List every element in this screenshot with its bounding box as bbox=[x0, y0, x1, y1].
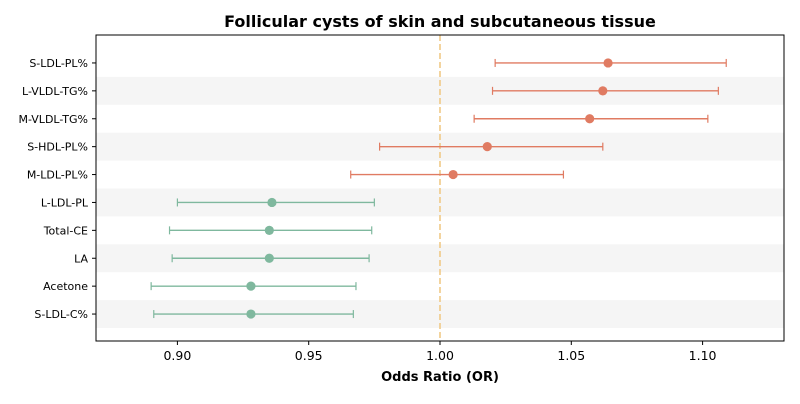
or-point bbox=[264, 253, 274, 263]
y-tick-label: Total-CE bbox=[43, 224, 88, 237]
x-tick-label: 1.05 bbox=[557, 348, 585, 363]
x-tick-label: 0.95 bbox=[295, 348, 323, 363]
y-tick-label: Acetone bbox=[43, 280, 88, 293]
y-tick-label: S-LDL-C% bbox=[34, 308, 88, 321]
forest-row bbox=[150, 281, 357, 291]
y-tick-label: M-VLDL-TG% bbox=[18, 113, 88, 126]
x-tick-label: 1.00 bbox=[426, 348, 454, 363]
or-point bbox=[585, 114, 595, 124]
chart-title: Follicular cysts of skin and subcutaneou… bbox=[224, 12, 656, 31]
y-tick-label: S-LDL-PL% bbox=[29, 57, 88, 70]
forest-row bbox=[491, 86, 719, 96]
forest-row bbox=[168, 225, 373, 235]
or-point bbox=[246, 309, 256, 319]
or-point bbox=[264, 225, 274, 235]
y-tick-label: L-VLDL-TG% bbox=[22, 85, 88, 98]
forest-row bbox=[473, 114, 709, 124]
x-axis: 0.90 0.95 1.00 1.05 1.10 bbox=[163, 341, 717, 363]
forest-row bbox=[350, 169, 565, 180]
forest-row bbox=[153, 309, 354, 319]
y-axis: S-LDL-PL% L-VLDL-TG% M-VLDL-TG% S-HDL-PL% M-… bbox=[18, 57, 96, 321]
forest-row bbox=[494, 58, 727, 68]
y-tick-label: L-LDL-PL bbox=[41, 196, 89, 209]
or-point bbox=[448, 169, 458, 180]
x-tick-label: 0.90 bbox=[163, 348, 191, 363]
or-point bbox=[267, 197, 277, 208]
x-axis-label: Odds Ratio (OR) bbox=[381, 370, 499, 385]
forest-row bbox=[379, 142, 604, 152]
data-marks bbox=[150, 58, 727, 319]
or-point bbox=[603, 58, 613, 68]
or-point bbox=[482, 142, 492, 152]
or-point bbox=[598, 86, 608, 96]
y-tick-label: LA bbox=[74, 252, 88, 265]
or-point bbox=[246, 281, 256, 291]
y-tick-label: M-LDL-PL% bbox=[27, 169, 88, 182]
y-tick-label: S-HDL-PL% bbox=[27, 141, 88, 154]
forest-row bbox=[171, 253, 370, 263]
forest-row bbox=[176, 197, 375, 208]
x-tick-label: 1.10 bbox=[689, 348, 717, 363]
